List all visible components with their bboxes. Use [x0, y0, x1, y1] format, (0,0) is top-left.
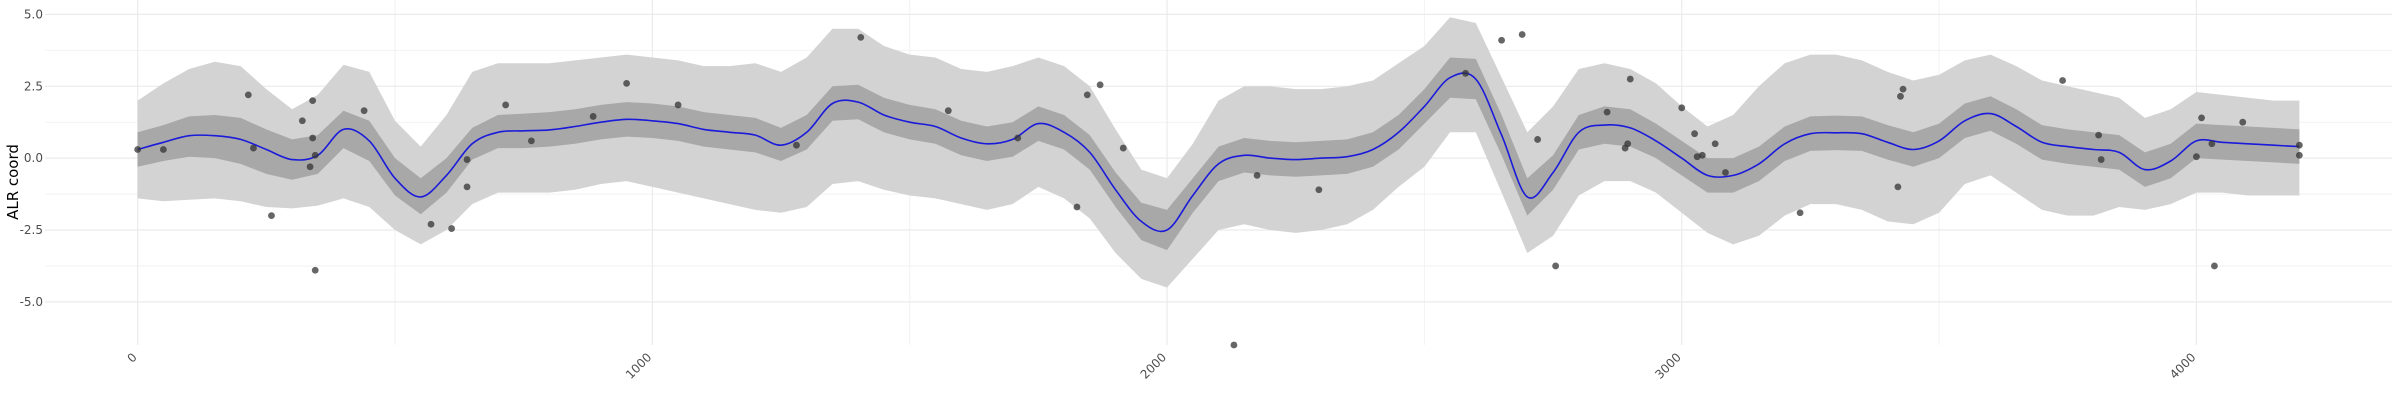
- data-point: [1552, 262, 1560, 270]
- data-point: [1014, 134, 1022, 142]
- data-point: [1894, 183, 1902, 191]
- data-point: [360, 107, 368, 115]
- data-point: [1462, 69, 1469, 77]
- mean-line: [137, 72, 2300, 233]
- y-tick-label: -2.5: [20, 223, 43, 237]
- data-point: [1518, 31, 1526, 38]
- data-point: [1711, 140, 1719, 148]
- data-point: [311, 151, 319, 159]
- data-point: [2208, 140, 2216, 148]
- data-point: [2059, 77, 2066, 84]
- inner-confidence-band: [137, 57, 2300, 251]
- data-point: [298, 117, 306, 125]
- data-point: [134, 146, 142, 153]
- data-point: [2211, 262, 2218, 270]
- data-point: [448, 225, 456, 232]
- data-point: [1534, 136, 1542, 143]
- data-point: [502, 101, 510, 109]
- data-point: [268, 212, 275, 220]
- data-point: [2239, 118, 2247, 126]
- y-tick-label: 5.0: [24, 7, 43, 21]
- observation-points: [134, 31, 2303, 349]
- data-point: [1498, 36, 1505, 44]
- data-point: [1698, 151, 1706, 159]
- data-point: [306, 163, 314, 171]
- data-point: [944, 107, 952, 115]
- data-point: [463, 156, 471, 163]
- data-point: [1899, 85, 1907, 93]
- data-point: [1693, 153, 1701, 161]
- data-point: [1253, 171, 1261, 179]
- data-point: [2097, 156, 2105, 163]
- data-point: [674, 101, 682, 109]
- data-point: [427, 220, 435, 228]
- data-point: [1119, 144, 1127, 152]
- data-point: [309, 134, 317, 142]
- confidence-bands: [137, 17, 2300, 288]
- data-point: [857, 33, 865, 41]
- data-point: [793, 141, 800, 149]
- data-point: [1897, 92, 1904, 100]
- data-point: [1722, 169, 1729, 176]
- data-point: [2198, 114, 2205, 122]
- data-point: [1691, 130, 1698, 138]
- data-point: [1230, 341, 1238, 349]
- data-point: [589, 113, 597, 120]
- data-point: [2295, 141, 2303, 149]
- data-point: [2095, 131, 2103, 139]
- data-point: [311, 266, 319, 274]
- data-point: [1096, 81, 1104, 89]
- data-point: [1083, 91, 1091, 99]
- data-point: [250, 144, 257, 152]
- data-point: [2193, 153, 2200, 161]
- data-point: [2295, 151, 2303, 159]
- data-point: [1073, 203, 1081, 211]
- mean-line-group: [137, 72, 2300, 233]
- y-tick-label: 0.0: [24, 151, 43, 165]
- data-point: [309, 97, 317, 105]
- data-point: [1603, 108, 1611, 116]
- y-axis-title: ALR coord: [4, 144, 22, 220]
- data-point: [1315, 186, 1323, 194]
- data-point: [1624, 140, 1632, 148]
- data-point: [159, 146, 167, 153]
- data-point: [244, 91, 252, 99]
- y-tick-label: -5.0: [20, 295, 43, 309]
- data-point: [1796, 209, 1804, 217]
- data-point: [1678, 104, 1686, 112]
- data-point: [623, 79, 631, 87]
- data-point: [527, 137, 535, 145]
- data-point: [1626, 75, 1634, 83]
- data-point: [463, 183, 471, 191]
- y-tick-label: 2.5: [24, 79, 43, 93]
